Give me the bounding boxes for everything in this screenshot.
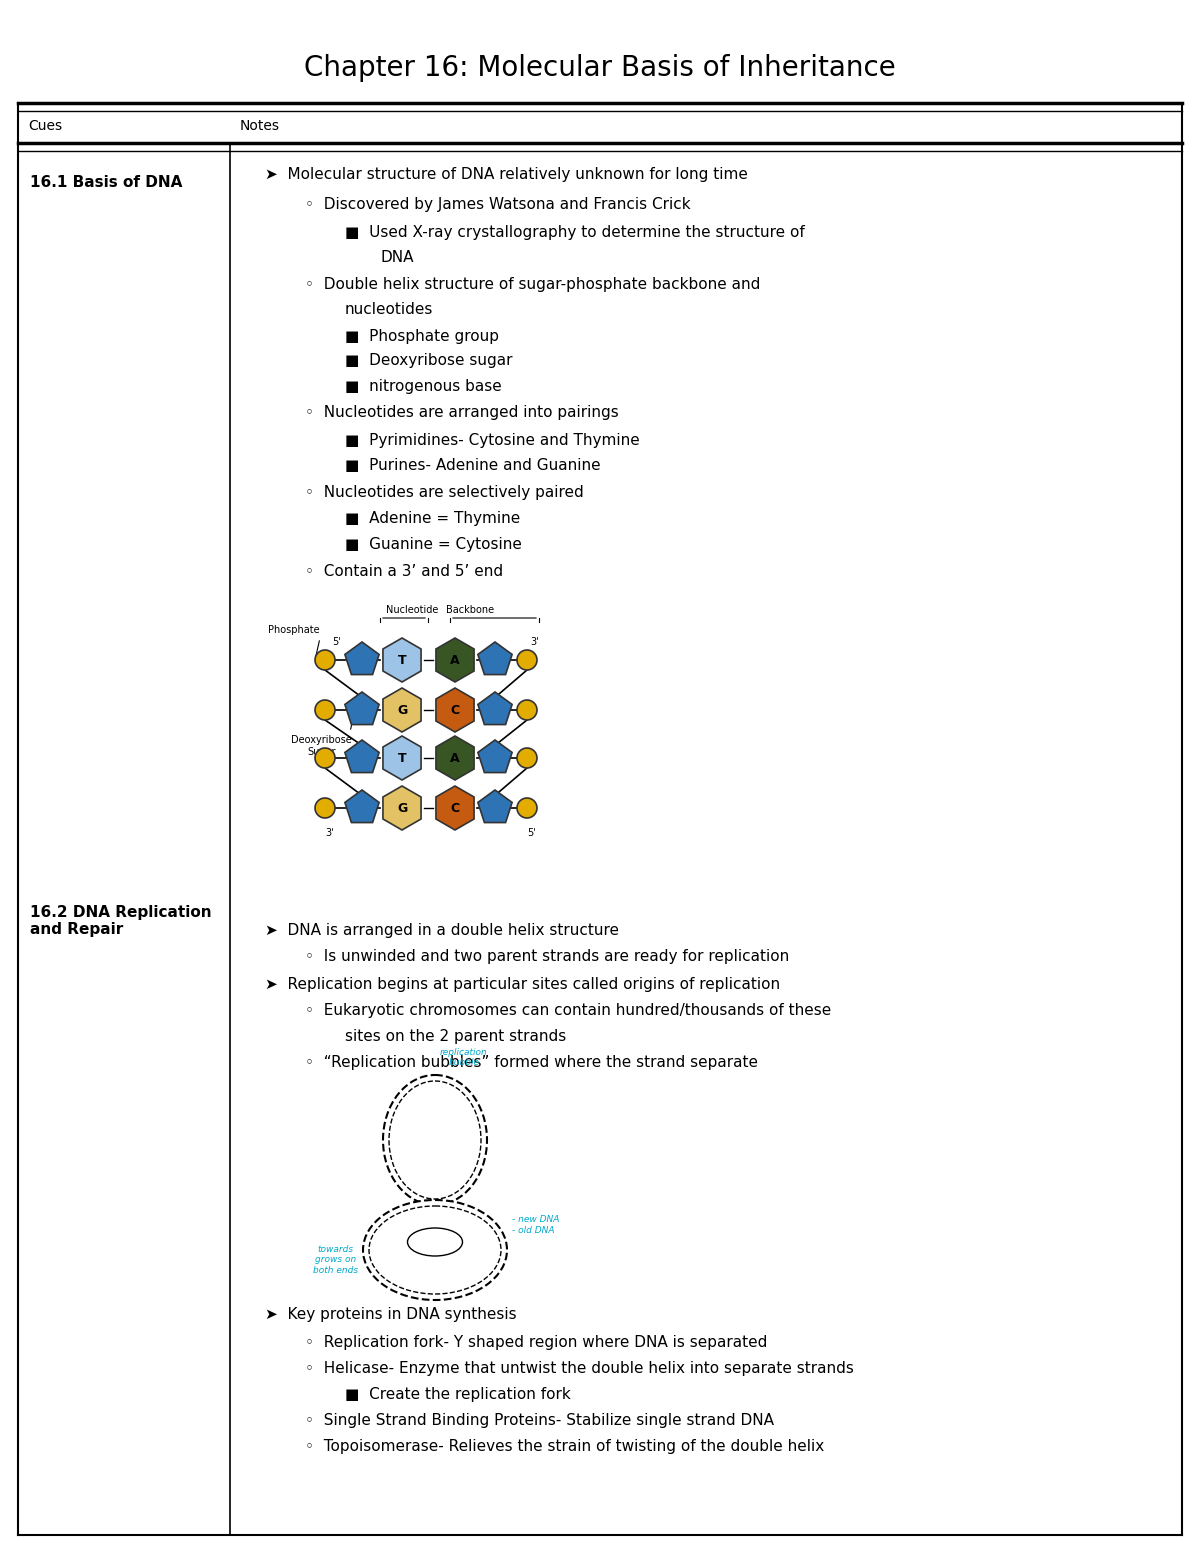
Text: ■  Guanine = Cytosine: ■ Guanine = Cytosine: [346, 536, 522, 551]
Text: DNA: DNA: [380, 250, 414, 264]
Text: C: C: [450, 801, 460, 814]
Polygon shape: [344, 641, 379, 674]
Polygon shape: [383, 786, 421, 829]
Text: ➤  Molecular structure of DNA relatively unknown for long time: ➤ Molecular structure of DNA relatively …: [265, 168, 748, 183]
Text: ◦  Eukaryotic chromosomes can contain hundred/thousands of these: ◦ Eukaryotic chromosomes can contain hun…: [305, 1003, 832, 1019]
Text: ■  Purines- Adenine and Guanine: ■ Purines- Adenine and Guanine: [346, 458, 601, 472]
Ellipse shape: [389, 1081, 481, 1199]
Text: G: G: [397, 801, 407, 814]
Text: replication
bubble: replication bubble: [440, 1048, 487, 1067]
Text: T: T: [397, 752, 407, 764]
Text: sites on the 2 parent strands: sites on the 2 parent strands: [346, 1028, 566, 1044]
Text: 5': 5': [528, 828, 536, 839]
Polygon shape: [478, 641, 512, 674]
Text: ➤  Replication begins at particular sites called origins of replication: ➤ Replication begins at particular sites…: [265, 977, 780, 991]
Circle shape: [314, 700, 335, 721]
Text: ◦  Nucleotides are arranged into pairings: ◦ Nucleotides are arranged into pairings: [305, 405, 619, 421]
Text: 3': 3': [325, 828, 335, 839]
Ellipse shape: [370, 1207, 502, 1294]
Text: 5': 5': [332, 637, 341, 648]
Text: Backbone: Backbone: [446, 606, 494, 615]
Ellipse shape: [364, 1200, 508, 1300]
Text: 16.1 Basis of DNA: 16.1 Basis of DNA: [30, 175, 182, 189]
Text: ■  Used X-ray crystallography to determine the structure of: ■ Used X-ray crystallography to determin…: [346, 225, 805, 239]
Circle shape: [314, 651, 335, 669]
Text: nucleotides: nucleotides: [346, 301, 433, 317]
Text: Deoxyribose
Sugar: Deoxyribose Sugar: [292, 735, 352, 756]
Circle shape: [517, 798, 538, 818]
Polygon shape: [436, 786, 474, 829]
Ellipse shape: [383, 1075, 487, 1205]
Text: ■  nitrogenous base: ■ nitrogenous base: [346, 379, 502, 393]
Text: ➤  Key proteins in DNA synthesis: ➤ Key proteins in DNA synthesis: [265, 1308, 517, 1323]
Text: Phosphate: Phosphate: [269, 624, 320, 635]
Text: 3': 3': [530, 637, 539, 648]
Polygon shape: [478, 693, 512, 725]
Polygon shape: [344, 790, 379, 823]
Text: C: C: [450, 704, 460, 716]
Circle shape: [314, 749, 335, 769]
Text: ◦  Discovered by James Watsona and Francis Crick: ◦ Discovered by James Watsona and Franci…: [305, 197, 691, 213]
Text: Nucleotide: Nucleotide: [386, 606, 438, 615]
Text: ◦  Is unwinded and two parent strands are ready for replication: ◦ Is unwinded and two parent strands are…: [305, 949, 790, 964]
Circle shape: [517, 749, 538, 769]
Text: ■  Deoxyribose sugar: ■ Deoxyribose sugar: [346, 354, 512, 368]
Ellipse shape: [408, 1228, 462, 1256]
Polygon shape: [478, 790, 512, 823]
Text: 16.2 DNA Replication
and Repair: 16.2 DNA Replication and Repair: [30, 905, 211, 938]
Text: ■  Create the replication fork: ■ Create the replication fork: [346, 1387, 571, 1401]
Text: ◦  Single Strand Binding Proteins- Stabilize single strand DNA: ◦ Single Strand Binding Proteins- Stabil…: [305, 1413, 774, 1427]
Polygon shape: [436, 736, 474, 780]
Circle shape: [314, 798, 335, 818]
Circle shape: [517, 700, 538, 721]
Text: ◦  Nucleotides are selectively paired: ◦ Nucleotides are selectively paired: [305, 485, 583, 500]
Text: ◦  “Replication bubbles” formed where the strand separate: ◦ “Replication bubbles” formed where the…: [305, 1056, 758, 1070]
Text: Chapter 16: Molecular Basis of Inheritance: Chapter 16: Molecular Basis of Inheritan…: [304, 54, 896, 82]
Text: A: A: [450, 654, 460, 666]
Text: ◦  Topoisomerase- Relieves the strain of twisting of the double helix: ◦ Topoisomerase- Relieves the strain of …: [305, 1438, 824, 1454]
Text: ■  Adenine = Thymine: ■ Adenine = Thymine: [346, 511, 521, 526]
Polygon shape: [478, 739, 512, 772]
Text: - new DNA
- old DNA: - new DNA - old DNA: [512, 1216, 559, 1235]
Text: towards
grows on
both ends: towards grows on both ends: [313, 1246, 358, 1275]
Text: Cues: Cues: [28, 120, 62, 134]
Text: ◦  Helicase- Enzyme that untwist the double helix into separate strands: ◦ Helicase- Enzyme that untwist the doub…: [305, 1360, 854, 1376]
Text: A: A: [450, 752, 460, 764]
Polygon shape: [344, 739, 379, 772]
Polygon shape: [383, 736, 421, 780]
Text: T: T: [397, 654, 407, 666]
Text: ■  Phosphate group: ■ Phosphate group: [346, 329, 499, 343]
Polygon shape: [383, 638, 421, 682]
Polygon shape: [436, 688, 474, 731]
Polygon shape: [383, 688, 421, 731]
Text: ◦  Replication fork- Y shaped region where DNA is separated: ◦ Replication fork- Y shaped region wher…: [305, 1334, 767, 1350]
Text: Notes: Notes: [240, 120, 280, 134]
Circle shape: [517, 651, 538, 669]
Text: G: G: [397, 704, 407, 716]
Text: ◦  Contain a 3’ and 5’ end: ◦ Contain a 3’ and 5’ end: [305, 564, 503, 579]
Text: ◦  Double helix structure of sugar-phosphate backbone and: ◦ Double helix structure of sugar-phosph…: [305, 276, 761, 292]
Polygon shape: [436, 638, 474, 682]
Polygon shape: [344, 693, 379, 725]
Text: ■  Pyrimidines- Cytosine and Thymine: ■ Pyrimidines- Cytosine and Thymine: [346, 432, 640, 447]
Text: ➤  DNA is arranged in a double helix structure: ➤ DNA is arranged in a double helix stru…: [265, 922, 619, 938]
